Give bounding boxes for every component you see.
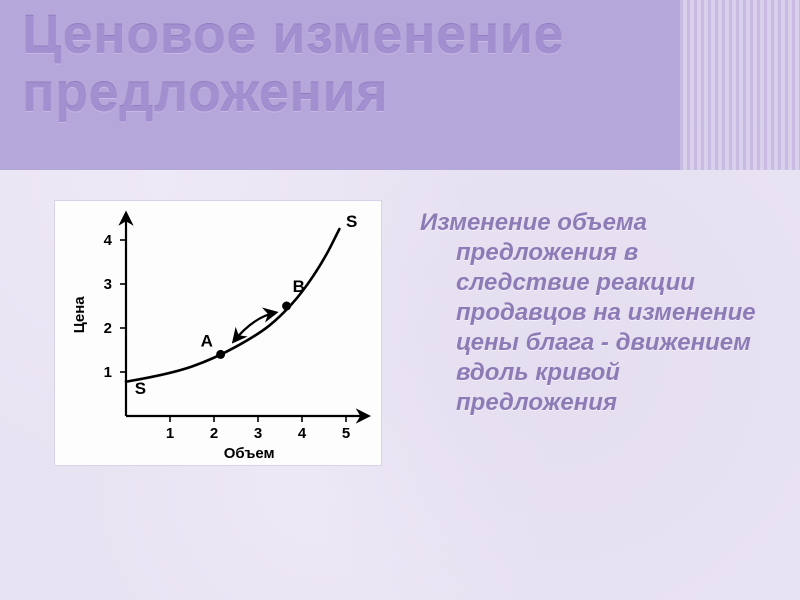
x-tick-label: 3 (254, 425, 262, 442)
curve-end-label: S (135, 379, 146, 398)
supply-curve (126, 229, 339, 382)
x-tick-label: 4 (298, 425, 307, 442)
supply-curve-chart: 1 2 3 4 5 1 2 3 4 Объем Цена A B S S (54, 200, 382, 466)
y-tick-label: 1 (104, 364, 112, 381)
y-tick-label: 2 (104, 320, 112, 337)
slide-title: Ценовое изменение предложения (22, 6, 782, 123)
x-tick-label: 5 (342, 425, 350, 442)
y-tick-label: 4 (104, 232, 113, 249)
body-paragraph: Изменение объема предложения в следствие… (420, 208, 770, 418)
point-label: B (293, 277, 305, 296)
slide-canvas: Ценовое изменение предложения Изменение … (0, 0, 800, 600)
x-tick-label: 1 (166, 425, 174, 442)
chart-svg: 1 2 3 4 5 1 2 3 4 Объем Цена A B S S (54, 200, 382, 466)
data-point (282, 302, 291, 311)
y-tick-label: 3 (104, 276, 112, 293)
x-axis-label: Объем (224, 445, 275, 462)
title-line-1: Ценовое изменение (22, 5, 564, 65)
y-axis-label: Цена (71, 296, 88, 334)
curve-end-label: S (346, 212, 357, 231)
x-tick-label: 2 (210, 425, 218, 442)
point-label: A (201, 331, 213, 350)
title-line-2: предложения (22, 63, 388, 123)
data-point (216, 350, 225, 359)
body-text: Изменение объема предложения в следствие… (420, 208, 770, 418)
